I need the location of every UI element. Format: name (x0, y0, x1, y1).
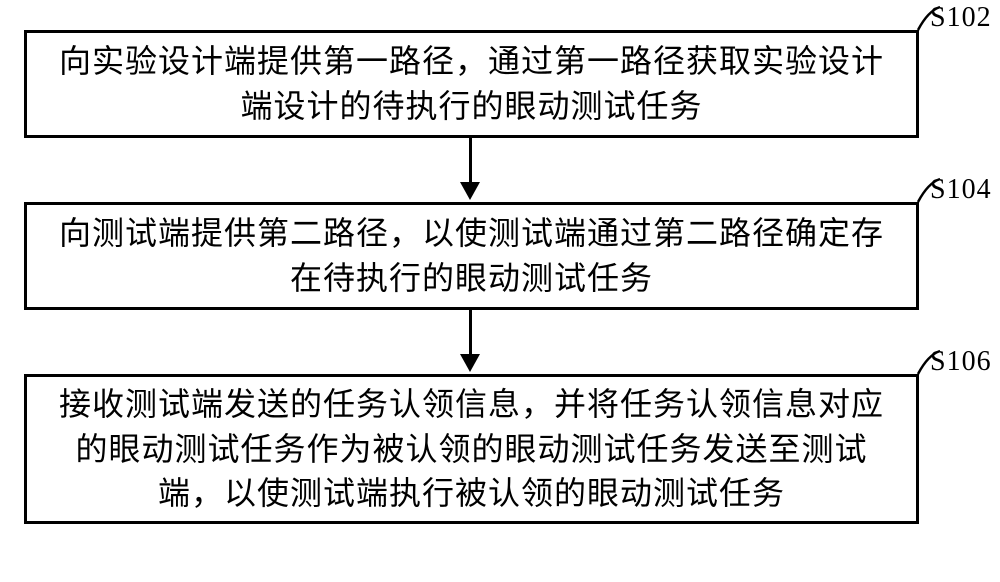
step-text-s104: 向测试端提供第二路径，以使测试端通过第二路径确定存在待执行的眼动测试任务 (43, 211, 900, 301)
step-text-s106: 接收测试端发送的任务认领信息，并将任务认领信息对应的眼动测试任务作为被认领的眼动… (43, 382, 900, 516)
step-box-s102: 向实验设计端提供第一路径，通过第一路径获取实验设计端设计的待执行的眼动测试任务 (24, 30, 919, 138)
step-label-s104: S104 (930, 174, 992, 206)
step-label-s102: S102 (930, 2, 992, 34)
flowchart-canvas: 向实验设计端提供第一路径，通过第一路径获取实验设计端设计的待执行的眼动测试任务 … (0, 0, 1000, 582)
step-label-s106: S106 (930, 346, 992, 378)
arrow-head-s104-s106 (460, 354, 480, 372)
step-box-s106: 接收测试端发送的任务认领信息，并将任务认领信息对应的眼动测试任务作为被认领的眼动… (24, 374, 919, 524)
step-text-s102: 向实验设计端提供第一路径，通过第一路径获取实验设计端设计的待执行的眼动测试任务 (43, 39, 900, 129)
step-box-s104: 向测试端提供第二路径，以使测试端通过第二路径确定存在待执行的眼动测试任务 (24, 202, 919, 310)
arrow-head-s102-s104 (460, 182, 480, 200)
arrow-s104-s106 (469, 310, 472, 356)
arrow-s102-s104 (469, 138, 472, 184)
